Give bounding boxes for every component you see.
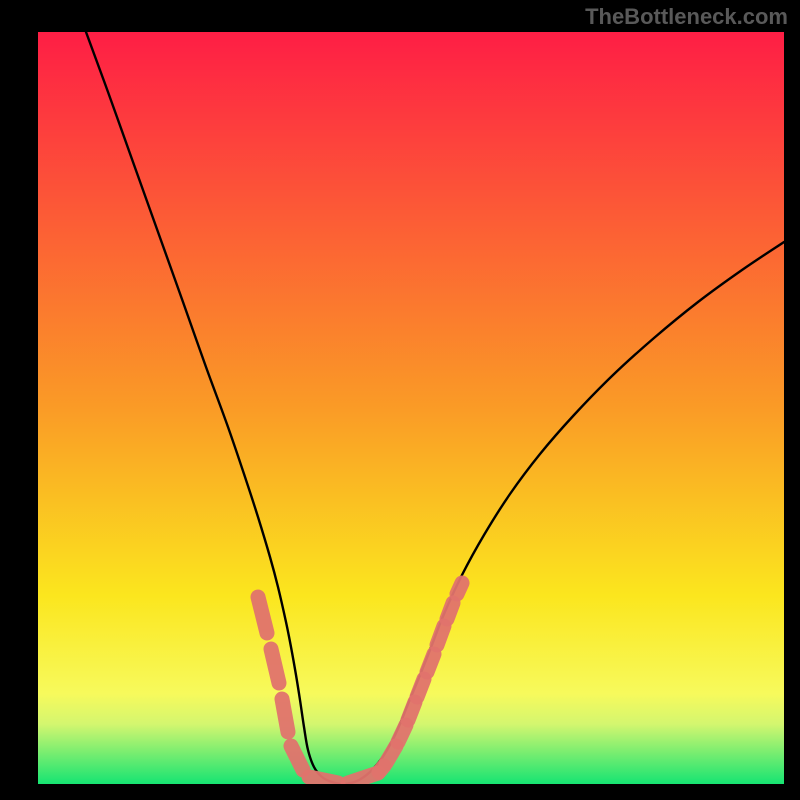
- watermark-text: TheBottleneck.com: [585, 4, 788, 30]
- right-worm-seg-7: [437, 626, 444, 645]
- right-worm-seg-6: [427, 654, 434, 672]
- right-worm-seg-3: [398, 725, 406, 742]
- chart-overlay: [0, 0, 800, 800]
- left-worm-seg-2: [282, 699, 288, 732]
- right-worm-seg-4: [408, 702, 415, 720]
- right-worm-seg-9: [457, 583, 462, 594]
- left-worm-seg-4: [309, 777, 338, 783]
- left-worm-seg-1: [271, 649, 279, 683]
- right-worm-seg-8: [447, 603, 453, 619]
- left-worm-seg-3: [291, 746, 303, 770]
- left-worm-seg-0: [258, 597, 267, 633]
- right-worm-seg-5: [417, 679, 424, 697]
